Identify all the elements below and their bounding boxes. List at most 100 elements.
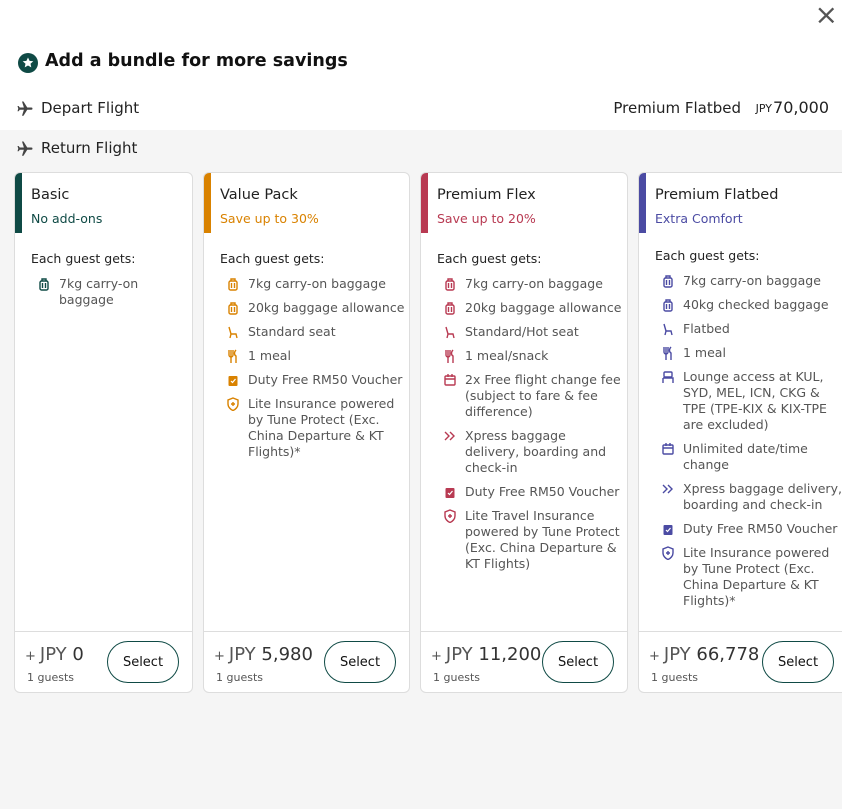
select-button[interactable]: Select [762, 641, 834, 683]
feature-text: Unlimited date/time change [683, 441, 808, 472]
feature: Lite Travel Insurance powered by Tune Pr… [437, 508, 623, 572]
feature-text: Xpress baggage delivery, boarding and ch… [683, 481, 842, 512]
feature-text: 20kg baggage allowance [248, 300, 405, 315]
feature: 7kg carry-on baggage [437, 276, 623, 292]
feature: Duty Free RM50 Voucher [220, 372, 405, 388]
feature: Lite Insurance powered by Tune Protect (… [220, 396, 405, 460]
feature: 1 meal [220, 348, 405, 364]
feature: 7kg carry-on baggage [655, 273, 842, 289]
bundle-name: Value Pack [220, 187, 298, 203]
feature-text: Xpress baggage delivery, boarding and ch… [465, 428, 607, 475]
feature: Xpress baggage delivery, boarding and ch… [437, 428, 623, 476]
intro-text: Each guest gets: [220, 251, 325, 266]
feature-text: 7kg carry-on baggage [248, 276, 386, 291]
feature-text: Duty Free RM50 Voucher [465, 484, 620, 499]
feature-text: Lite Insurance powered by Tune Protect (… [248, 396, 395, 459]
feature: Standard seat [220, 324, 405, 340]
depart-bundle: Premium Flatbed [613, 99, 741, 117]
price: + JPY 66,778 [649, 644, 759, 665]
feature-list: Each guest gets: 7kg carry-on baggage 20kg… [437, 251, 623, 580]
feature: Standard/Hot seat [437, 324, 623, 340]
feature-icon [228, 376, 238, 386]
feature-icon [662, 484, 673, 494]
intro-text: Each guest gets: [31, 251, 136, 266]
feature-icon [445, 488, 455, 498]
feature: 20kg baggage allowance [220, 300, 405, 316]
feature: Unlimited date/time change [655, 441, 842, 473]
guest-count: 1 guests [27, 671, 74, 684]
feature-text: Standard/Hot seat [465, 324, 579, 339]
feature-text: Standard seat [248, 324, 336, 339]
feature: Lounge access at KUL, SYD, MEL, ICN, CKG… [655, 369, 842, 433]
feature: Duty Free RM50 Voucher [437, 484, 623, 500]
price-prefix: + [649, 649, 660, 664]
card-footer: + JPY 0 1 guests Select [15, 631, 192, 692]
bundle-name: Premium Flex [437, 187, 536, 203]
feature-icon [663, 275, 673, 288]
bundle-tagline: No add-ons [31, 211, 103, 226]
feature-list: Each guest gets: 7kg carry-on baggage 20kg… [220, 251, 405, 468]
bundle-card: Value Pack Save up to 30% Each guest gets:… [203, 172, 410, 693]
bundle-card: Premium Flex Save up to 20% Each guest get… [420, 172, 628, 693]
feature-icon [444, 431, 455, 441]
feature-text: Duty Free RM50 Voucher [683, 521, 838, 536]
depart-currency: JPY [755, 102, 772, 115]
feature-text: 2x Free flight change fee (subject to fa… [465, 372, 621, 419]
select-button[interactable]: Select [107, 641, 179, 683]
guest-count: 1 guests [651, 671, 698, 684]
bundle-tagline: Save up to 30% [220, 211, 319, 226]
guest-count: 1 guests [433, 671, 480, 684]
select-button[interactable]: Select [542, 641, 614, 683]
feature-icon [663, 525, 673, 535]
feature-text: Lite Insurance powered by Tune Protect (… [683, 545, 830, 608]
feature-list: Each guest gets: 7kg carry-on baggage 40kg… [655, 248, 842, 617]
feature-icon [445, 349, 454, 363]
card-footer: + JPY 5,980 1 guests Select [204, 631, 409, 692]
feature-icon [444, 509, 456, 523]
price-amount: 5,980 [261, 644, 313, 665]
feature: Duty Free RM50 Voucher [655, 521, 842, 537]
currency: JPY [39, 644, 67, 665]
feature-text: Flatbed [683, 321, 730, 336]
price-amount: 11,200 [478, 644, 542, 665]
feature: 2x Free flight change fee (subject to fa… [437, 372, 623, 420]
bundle-card: Basic No add-ons Each guest gets: 7kg carry… [14, 172, 193, 693]
bundle-tagline: Extra Comfort [655, 211, 743, 226]
intro-text: Each guest gets: [655, 248, 760, 263]
return-label: Return Flight [41, 139, 138, 157]
feature: Flatbed [655, 321, 842, 337]
plane-icon [17, 101, 33, 116]
feature-text: 1 meal [248, 348, 291, 363]
feature-icon [39, 278, 49, 291]
feature-icon [663, 346, 672, 360]
feature-text: 20kg baggage allowance [465, 300, 622, 315]
card-accent [204, 173, 211, 233]
feature-icon [662, 443, 674, 455]
close-button[interactable]: × [814, 0, 838, 31]
feature-text: 1 meal [683, 345, 726, 360]
feature: 7kg carry-on baggage [31, 276, 188, 308]
select-button[interactable]: Select [324, 641, 396, 683]
feature: 7kg carry-on baggage [220, 276, 405, 292]
currency: JPY [663, 644, 691, 665]
feature-text: 7kg carry-on baggage [465, 276, 603, 291]
bundle-name: Basic [31, 187, 70, 203]
feature-text: 7kg carry-on baggage [683, 273, 821, 288]
feature-icon [445, 326, 455, 339]
price: + JPY 0 [25, 644, 84, 665]
feature: Xpress baggage delivery, boarding and ch… [655, 481, 842, 513]
feature-icon [228, 349, 237, 363]
card-accent [15, 173, 22, 233]
star-icon [18, 53, 38, 73]
card-accent [421, 173, 428, 233]
feature-icon [228, 278, 238, 291]
feature-text: 40kg checked baggage [683, 297, 829, 312]
feature-text: Duty Free RM50 Voucher [248, 372, 403, 387]
feature: 1 meal [655, 345, 842, 361]
plane-icon [17, 141, 33, 156]
price-prefix: + [214, 649, 225, 664]
price-amount: 66,778 [696, 644, 760, 665]
feature-icon [445, 278, 455, 291]
bundle-card: Premium Flatbed Extra Comfort Each guest g… [638, 172, 842, 693]
